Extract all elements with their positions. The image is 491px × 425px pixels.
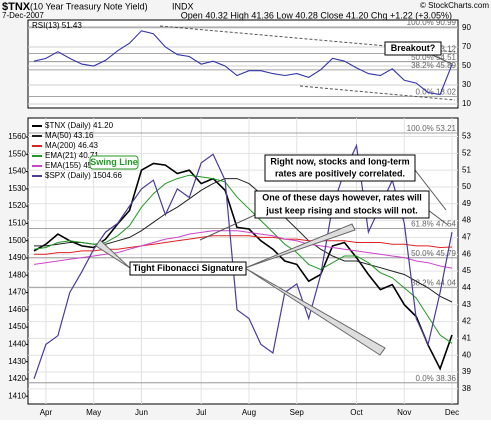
arrow [244,267,386,356]
y-tick-label: 1540 [8,167,26,176]
y2-tick-label: 50 [462,182,471,191]
annotation-box [129,261,247,276]
legend-label: MA(50) 43.16 [45,131,94,140]
y2-tick-label: 51 [462,165,471,174]
y2-tick-label: 49 [462,199,471,208]
y2-tick-label: 46 [462,249,471,258]
y-tick-label: 1430 [8,357,26,366]
date: 7-Dec-2007 [2,11,44,20]
fib-label: 100.0% 90.99 [407,18,457,27]
annotation: Breakout? [391,43,436,53]
fib-label: 50.0% 45.79 [411,249,456,258]
trend-line [299,85,456,101]
y-tick-label: 1520 [8,201,26,210]
symbol-name: (10 Year Treasury Note Yield) [30,1,148,11]
y-tick-label: 1450 [8,322,26,331]
y2-tick-label: 30 [462,80,471,89]
exchange: INDX [172,1,194,11]
y-tick-label: 1510 [8,219,26,228]
y2-tick-label: 10 [462,99,471,108]
panel-title: RSI(13) 51.43 [32,21,82,30]
arrow [414,169,447,211]
annotation: One of these days however, rates will [262,192,422,202]
y-tick-label: 1500 [8,236,26,245]
fib-label: 50.0% 54.51 [411,53,456,62]
y2-tick-label: 44 [462,283,471,292]
y-tick-label: 1420 [8,374,26,383]
y-tick-label: 1480 [8,270,26,279]
y2-tick-label: 42 [462,317,471,326]
fib-label: 61.8% 47.54 [411,219,456,228]
y-tick-label: 1460 [8,305,26,314]
y2-tick-label: 70 [462,42,471,51]
x-tick-label: Aug [242,408,256,417]
y-tick-label: 1410 [8,391,26,400]
annotation-box [254,190,430,219]
annotation: Tight Fibonacci Signature [133,263,243,273]
arrow [95,239,131,269]
x-tick-label: Oct [350,408,363,417]
annotation: Swing Line [90,157,138,167]
fib-label: 0.0% 38.36 [416,374,457,383]
series-line [33,162,453,371]
y2-tick-label: 45 [462,266,471,275]
y2-tick-label: 40 [462,350,471,359]
y-tick-label: 1470 [8,288,26,297]
annotation-box [264,154,416,182]
x-tick-label: Jun [135,408,148,417]
price-stats: Open 40.32 High 41.36 Low 40.28 Close 41… [181,10,452,20]
legend-label: $SPX (Daily) 1504.66 [45,171,122,180]
x-tick-label: Dec [445,408,459,417]
rsi-panel [27,19,459,109]
y2-tick-label: 48 [462,216,471,225]
annotation: rates are positively correlated. [275,168,405,178]
legend-label: EMA(155) 45.18 [45,161,104,170]
y2-tick-label: 43 [462,300,471,309]
annotation: Right now, stocks and long-term [270,156,409,166]
series-line [33,230,453,269]
x-tick-label: Jul [196,408,206,417]
fib-label: 38.2% 44.04 [411,278,456,287]
x-tick-label: Apr [40,408,53,417]
annotation-box [384,41,442,56]
y-tick-label: 1490 [8,253,26,262]
arrow [429,53,453,65]
symbol: $TNX [2,1,31,13]
rsi-line [33,30,453,96]
x-tick-label: Sep [290,408,305,417]
x-tick-label: May [86,408,101,417]
legend-label: EMA(21) 40.71 [45,151,99,160]
fib-label: 100.0% 53.21 [407,124,457,133]
arrow [244,223,356,269]
y-tick-label: 1560 [8,132,26,141]
y2-tick-label: 39 [462,367,471,376]
y2-tick-label: 38 [462,384,471,393]
y2-tick-label: 52 [462,148,471,157]
y2-tick-label: 41 [462,333,471,342]
arrow [199,214,256,241]
legend-label: MA(200) 46.43 [45,141,98,150]
copyright: © StockCharts.com [420,1,489,10]
fib-label: 38.2% 45.89 [411,61,456,70]
y2-tick-label: 90 [462,23,471,32]
y-tick-label: 1440 [8,339,26,348]
annotation: just keep rising and stocks will not. [265,205,418,215]
y2-tick-label: 53 [462,132,471,141]
x-tick-label: Nov [397,408,411,417]
y-tick-label: 1530 [8,184,26,193]
y2-tick-label: 47 [462,233,471,242]
y-tick-label: 1550 [8,149,26,158]
arrow [427,209,449,226]
legend-label: $TNX (Daily) 41.20 [45,121,114,130]
annotation-box [89,155,139,170]
fib-label: 0.0% 18.02 [416,87,457,96]
y2-tick-label: 50 [462,61,471,70]
